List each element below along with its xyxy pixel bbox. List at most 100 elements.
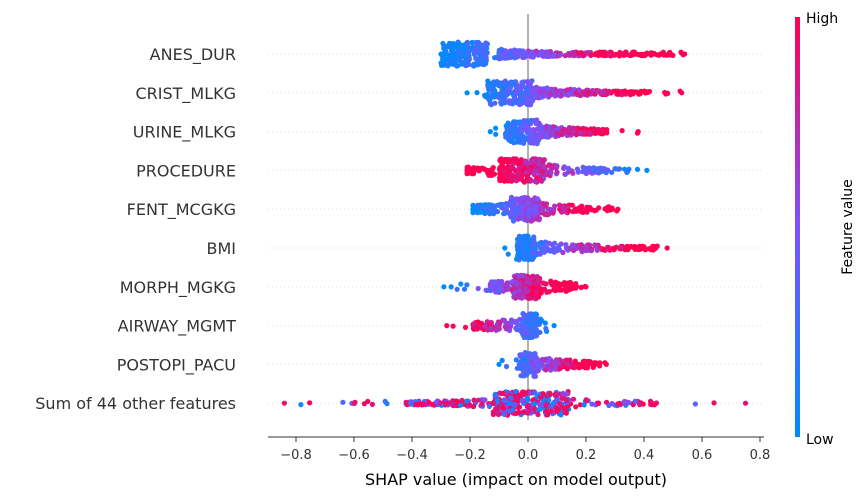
shap-point bbox=[648, 401, 654, 408]
shap-point bbox=[524, 395, 531, 401]
shap-point bbox=[600, 89, 606, 95]
shap-point bbox=[475, 397, 482, 403]
shap-point bbox=[458, 54, 464, 60]
shap-point bbox=[594, 247, 600, 253]
shap-point bbox=[491, 411, 497, 417]
shap-point bbox=[535, 216, 541, 222]
shap-point bbox=[584, 398, 590, 404]
shap-point bbox=[539, 49, 545, 56]
shap-point bbox=[534, 315, 540, 321]
shap-point bbox=[641, 246, 648, 252]
shap-point bbox=[531, 373, 537, 379]
shap-point bbox=[593, 243, 599, 249]
shap-point bbox=[528, 276, 535, 282]
x-ticks: −0.8 −0.6 −0.4 −0.2 0.0 0.2 0.4 0.6 0.8 bbox=[280, 437, 770, 463]
feature-label: ANES_DUR bbox=[150, 45, 236, 65]
shap-point bbox=[557, 365, 563, 371]
shap-point bbox=[450, 45, 456, 51]
shap-point bbox=[569, 50, 575, 56]
shap-point bbox=[496, 411, 502, 417]
shap-point bbox=[606, 402, 612, 409]
shap-point bbox=[471, 403, 477, 409]
shap-point bbox=[434, 399, 440, 405]
shap-point bbox=[632, 398, 638, 404]
shap-point bbox=[521, 272, 527, 279]
shap-point bbox=[515, 216, 521, 222]
shap-point bbox=[516, 239, 522, 245]
shap-point bbox=[485, 78, 491, 84]
shap-point bbox=[634, 166, 641, 172]
shap-point bbox=[413, 401, 419, 407]
shap-point bbox=[476, 168, 482, 174]
shap-point bbox=[475, 285, 481, 292]
shap-point bbox=[626, 245, 632, 251]
shap-point bbox=[586, 91, 592, 97]
shap-point bbox=[522, 328, 528, 334]
shap-point bbox=[533, 120, 539, 127]
shap-point bbox=[537, 406, 543, 412]
shap-point bbox=[535, 362, 541, 368]
shap-point bbox=[525, 200, 531, 206]
shap-point bbox=[565, 52, 571, 58]
shap-point bbox=[524, 173, 530, 179]
shap-point bbox=[560, 88, 566, 94]
feature-label: CRIST_MLKG bbox=[135, 84, 236, 104]
shap-point bbox=[543, 408, 550, 414]
x-tick-label: −0.4 bbox=[396, 448, 428, 463]
x-axis: −0.8 −0.6 −0.4 −0.2 0.0 0.2 0.4 0.6 0.8 bbox=[268, 436, 770, 463]
shap-point bbox=[491, 211, 497, 217]
shap-point bbox=[548, 170, 554, 176]
shap-point bbox=[487, 129, 493, 135]
shap-point bbox=[577, 92, 583, 98]
shap-point bbox=[575, 50, 581, 56]
shap-point bbox=[496, 361, 502, 367]
shap-point bbox=[530, 290, 536, 296]
shap-point bbox=[580, 53, 587, 59]
shap-point bbox=[557, 52, 563, 58]
shap-point bbox=[535, 366, 542, 372]
shap-point bbox=[491, 171, 497, 177]
shap-point bbox=[503, 202, 510, 208]
shap-point bbox=[534, 175, 540, 181]
shap-point bbox=[491, 279, 497, 285]
shap-point bbox=[474, 90, 480, 96]
feature-label: PROCEDURE bbox=[136, 161, 236, 180]
shap-point bbox=[566, 166, 572, 172]
shap-point bbox=[446, 43, 452, 49]
feature-label: MORPH_MGKG bbox=[120, 278, 236, 298]
shap-point bbox=[530, 136, 536, 142]
shap-point bbox=[564, 391, 570, 397]
shap-point bbox=[516, 273, 522, 279]
shap-point bbox=[281, 400, 287, 406]
shap-point bbox=[369, 401, 375, 407]
shap-point bbox=[488, 85, 494, 91]
shap-point bbox=[528, 316, 534, 322]
shap-point bbox=[499, 159, 505, 165]
shap-point bbox=[549, 364, 555, 370]
shap-point bbox=[547, 162, 553, 168]
shap-point bbox=[600, 166, 607, 172]
shap-point bbox=[441, 284, 447, 290]
shap-point bbox=[502, 411, 508, 418]
shap-point bbox=[560, 390, 566, 397]
shap-point bbox=[616, 52, 622, 58]
shap-point bbox=[497, 171, 503, 177]
shap-point bbox=[514, 196, 520, 202]
shap-point bbox=[586, 130, 593, 136]
shap-point bbox=[444, 400, 450, 407]
shap-point bbox=[518, 362, 524, 368]
shap-point bbox=[523, 390, 529, 396]
shap-point bbox=[447, 52, 454, 58]
shap-point bbox=[509, 195, 515, 201]
shap-point bbox=[535, 196, 541, 202]
shap-point bbox=[563, 242, 569, 248]
shap-point bbox=[543, 124, 549, 130]
shap-point bbox=[492, 100, 498, 106]
shap-point bbox=[461, 286, 468, 292]
shap-point bbox=[591, 364, 597, 370]
shap-point bbox=[529, 359, 535, 365]
shap-point bbox=[544, 53, 550, 60]
shap-point bbox=[503, 48, 509, 54]
shap-point bbox=[485, 327, 491, 333]
shap-point bbox=[587, 204, 593, 210]
